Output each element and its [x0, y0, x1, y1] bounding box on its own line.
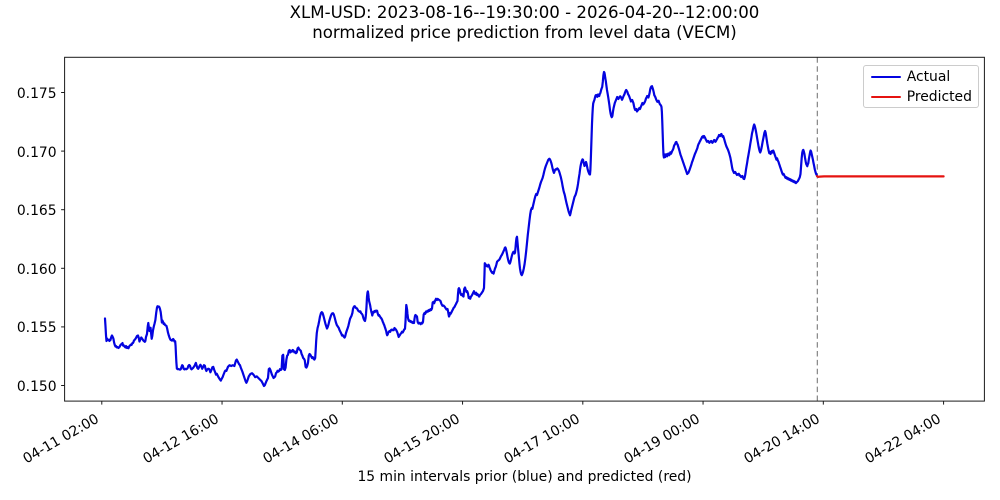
x-axis-label: 15 min intervals prior (blue) and predic… [357, 469, 692, 485]
legend-swatch-predicted [870, 95, 902, 98]
chart-title-line1: XLM-USD: 2023-08-16--19:30:00 - 2026-04-… [289, 3, 760, 22]
legend-swatch-actual [870, 76, 902, 79]
legend-label-actual: Actual [906, 69, 951, 86]
y-tick-label: 0.155 [16, 320, 57, 337]
legend-item-actual: Actual [864, 67, 978, 87]
chart-subtitle: normalized price prediction from level d… [312, 23, 737, 42]
y-tick-label: 0.175 [16, 85, 57, 102]
y-tick-label: 0.170 [16, 144, 57, 161]
y-tick-label: 0.150 [16, 379, 57, 395]
axes-spines [64, 56, 985, 402]
legend[interactable]: Actual Predicted [862, 65, 979, 109]
y-tick-label: 0.165 [16, 203, 57, 220]
legend-label-predicted: Predicted [906, 88, 972, 105]
series-line-predicted [815, 175, 945, 178]
series-line-actual [103, 70, 819, 388]
chart-title: XLM-USD: 2023-08-16--19:30:00 - 2026-04-… [0, 3, 1000, 43]
y-tick-label: 0.160 [16, 261, 57, 278]
legend-item-predicted: Predicted [864, 87, 978, 107]
